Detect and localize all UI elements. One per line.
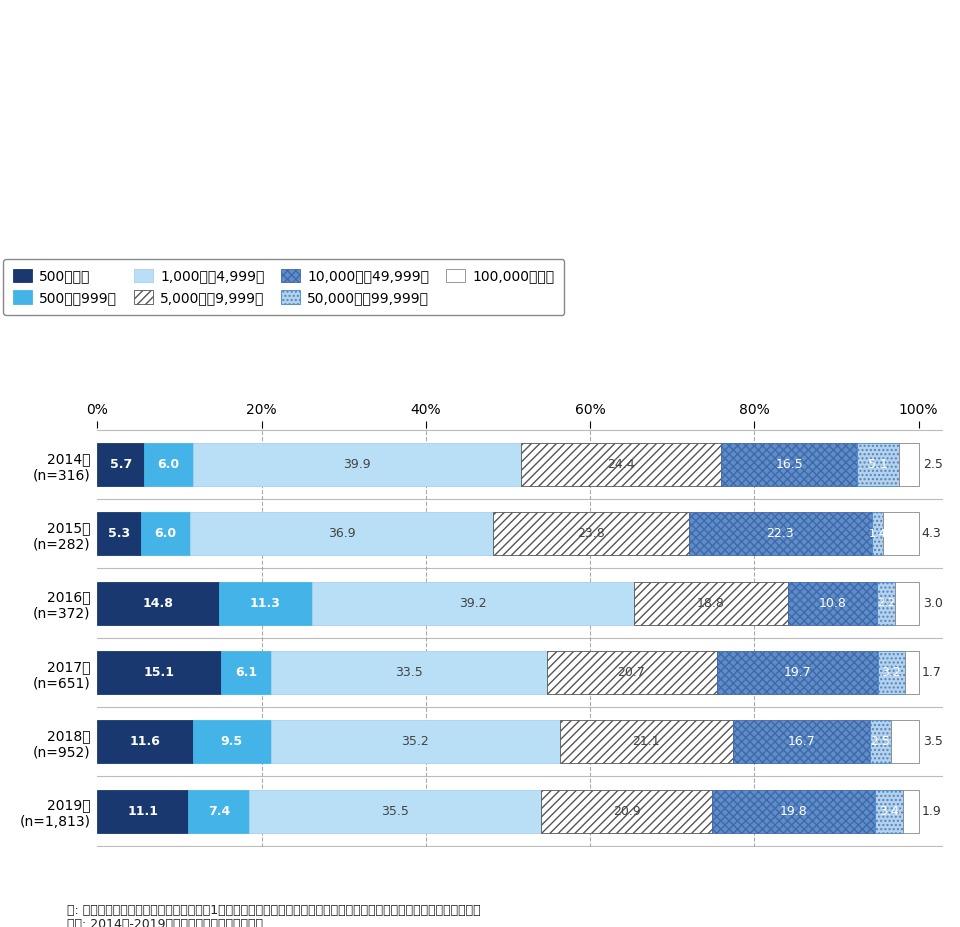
Text: 23.8: 23.8 xyxy=(577,527,605,540)
Text: 3.2: 3.2 xyxy=(881,666,901,679)
Text: 11.6: 11.6 xyxy=(130,735,160,748)
Bar xyxy=(883,513,919,555)
Bar xyxy=(190,513,493,555)
Text: 2.5: 2.5 xyxy=(923,458,943,471)
Text: 4.3: 4.3 xyxy=(922,527,942,540)
Bar xyxy=(903,790,919,832)
Text: 7.4: 7.4 xyxy=(207,805,230,818)
Text: 出所: 2014年-2019年一般向けモバイル動向調査: 出所: 2014年-2019年一般向けモバイル動向調査 xyxy=(67,918,263,927)
Text: 6.0: 6.0 xyxy=(155,527,177,540)
Text: 19.8: 19.8 xyxy=(780,805,807,818)
Text: 5.1: 5.1 xyxy=(868,458,888,471)
Bar xyxy=(875,790,903,832)
Bar xyxy=(97,651,222,694)
Text: 19.7: 19.7 xyxy=(783,666,811,679)
Bar xyxy=(250,790,540,832)
Bar xyxy=(712,790,875,832)
Text: 20.9: 20.9 xyxy=(612,805,640,818)
Text: 15.1: 15.1 xyxy=(144,666,175,679)
Bar xyxy=(904,651,919,694)
Bar xyxy=(870,720,891,763)
Bar xyxy=(634,581,788,625)
Bar xyxy=(899,443,920,486)
Bar xyxy=(878,651,904,694)
Text: 22.3: 22.3 xyxy=(766,527,794,540)
Text: 2.5: 2.5 xyxy=(871,735,890,748)
Bar xyxy=(546,651,716,694)
Bar xyxy=(219,581,312,625)
Legend: 500円未満, 500円〜999円, 1,000円〜4,999円, 5,000円〜9,999円, 10,000円〜49,999円, 50,000円〜99,999: 500円未満, 500円〜999円, 1,000円〜4,999円, 5,000円… xyxy=(3,260,564,314)
Text: 1.4: 1.4 xyxy=(869,528,886,539)
Bar xyxy=(688,513,872,555)
Text: 2.2: 2.2 xyxy=(876,598,895,608)
Text: 35.2: 35.2 xyxy=(401,735,429,748)
Text: 39.2: 39.2 xyxy=(459,597,487,610)
Text: 11.1: 11.1 xyxy=(128,805,158,818)
Text: 6.0: 6.0 xyxy=(157,458,180,471)
Bar xyxy=(521,443,722,486)
Text: 36.9: 36.9 xyxy=(327,527,355,540)
Text: 16.7: 16.7 xyxy=(787,735,815,748)
Bar xyxy=(193,720,271,763)
Text: 10.8: 10.8 xyxy=(818,597,847,610)
Bar xyxy=(97,790,188,832)
Bar xyxy=(312,581,634,625)
Text: 1.9: 1.9 xyxy=(922,805,942,818)
Bar xyxy=(722,443,857,486)
Text: 16.5: 16.5 xyxy=(776,458,804,471)
Text: 35.5: 35.5 xyxy=(381,805,409,818)
Bar xyxy=(193,443,521,486)
Bar xyxy=(222,651,272,694)
Text: 5.7: 5.7 xyxy=(109,458,132,471)
Text: 1.7: 1.7 xyxy=(922,666,942,679)
Bar xyxy=(97,720,193,763)
Bar xyxy=(272,651,546,694)
Text: 5.3: 5.3 xyxy=(108,527,131,540)
Bar xyxy=(895,581,920,625)
Bar xyxy=(141,513,190,555)
Bar xyxy=(271,720,560,763)
Text: 18.8: 18.8 xyxy=(697,597,725,610)
Bar xyxy=(872,513,883,555)
Bar xyxy=(188,790,250,832)
Text: 39.9: 39.9 xyxy=(344,458,372,471)
Bar xyxy=(716,651,878,694)
Bar xyxy=(891,720,920,763)
Text: 11.3: 11.3 xyxy=(250,597,280,610)
Bar xyxy=(493,513,688,555)
Bar xyxy=(540,790,712,832)
Bar xyxy=(732,720,870,763)
Bar xyxy=(876,581,895,625)
Text: 9.5: 9.5 xyxy=(221,735,243,748)
Text: 6.1: 6.1 xyxy=(235,666,257,679)
Bar xyxy=(144,443,193,486)
Bar xyxy=(560,720,732,763)
Text: 14.8: 14.8 xyxy=(143,597,174,610)
Bar xyxy=(97,513,141,555)
Text: 3.4: 3.4 xyxy=(879,805,899,818)
Text: 3.5: 3.5 xyxy=(923,735,943,748)
Text: 20.7: 20.7 xyxy=(617,666,645,679)
Text: 33.5: 33.5 xyxy=(396,666,422,679)
Bar xyxy=(788,581,876,625)
Bar xyxy=(97,443,144,486)
Text: 注: スマホ・ケータイ所有者のうち，過去1週間にスマホ・ケータイ・タブレットでネットショッピングをした人が回答。: 注: スマホ・ケータイ所有者のうち，過去1週間にスマホ・ケータイ・タブレットでネ… xyxy=(67,904,481,917)
Bar xyxy=(857,443,899,486)
Bar xyxy=(97,581,219,625)
Text: 24.4: 24.4 xyxy=(608,458,636,471)
Text: 3.0: 3.0 xyxy=(923,597,943,610)
Text: 21.1: 21.1 xyxy=(633,735,660,748)
